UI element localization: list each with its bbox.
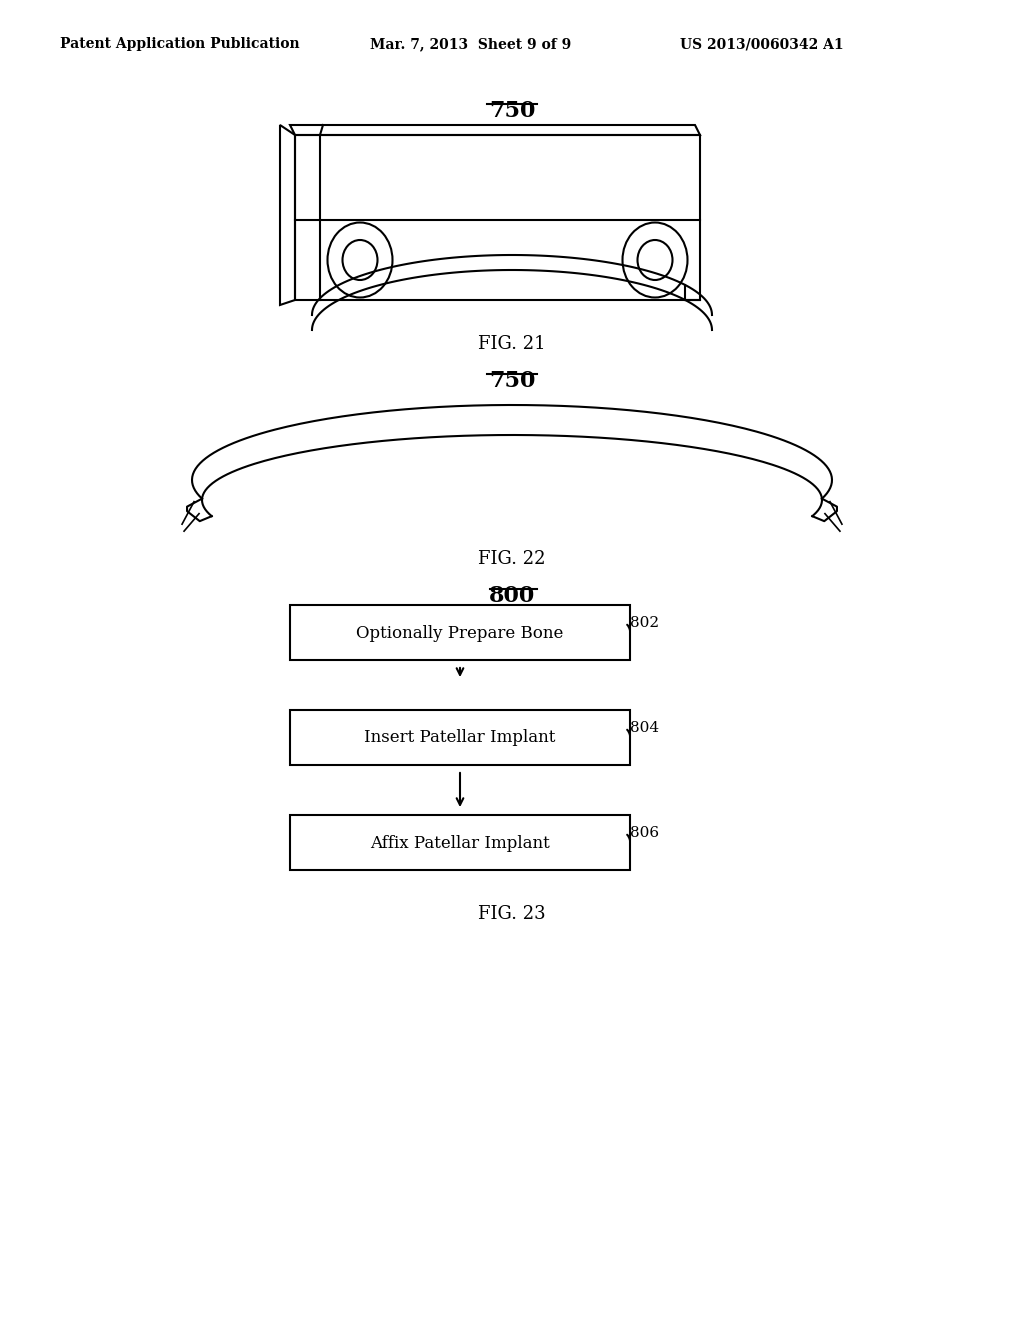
Text: Affix Patellar Implant: Affix Patellar Implant xyxy=(370,834,550,851)
Text: 806: 806 xyxy=(630,826,659,840)
Text: US 2013/0060342 A1: US 2013/0060342 A1 xyxy=(680,37,844,51)
Text: FIG. 23: FIG. 23 xyxy=(478,906,546,923)
Text: Insert Patellar Implant: Insert Patellar Implant xyxy=(365,730,556,747)
Text: 750: 750 xyxy=(488,100,536,121)
Text: 802: 802 xyxy=(630,616,659,630)
Text: FIG. 22: FIG. 22 xyxy=(478,550,546,568)
Text: 804: 804 xyxy=(630,721,659,735)
Text: Optionally Prepare Bone: Optionally Prepare Bone xyxy=(356,624,563,642)
Text: 800: 800 xyxy=(488,585,536,607)
Text: Mar. 7, 2013  Sheet 9 of 9: Mar. 7, 2013 Sheet 9 of 9 xyxy=(370,37,571,51)
Text: 750: 750 xyxy=(488,370,536,392)
Text: FIG. 21: FIG. 21 xyxy=(478,335,546,352)
Text: Patent Application Publication: Patent Application Publication xyxy=(60,37,300,51)
